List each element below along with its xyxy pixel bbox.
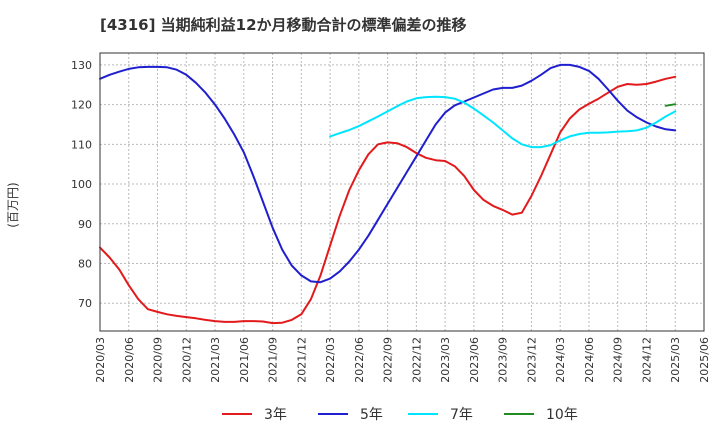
y-tick-label: 90 [78,218,92,231]
y-tick-label: 80 [78,257,92,270]
x-tick-label: 2025/06 [698,337,711,383]
legend-label: 3年 [264,407,287,423]
x-tick-label: 2021/03 [209,337,222,383]
y-tick-label: 110 [71,138,92,151]
x-tick-label: 2023/03 [439,337,452,383]
legend-label: 5年 [360,407,383,423]
y-axis: 70 80 90 100 110 120 130 [71,59,92,310]
x-tick-label: 2023/12 [525,337,538,383]
y-tick-label: 130 [71,59,92,72]
y-tick-label: 120 [71,99,92,112]
x-axis: 2020/03 2020/06 2020/09 2020/12 2021/03 2021/… [94,337,711,383]
x-tick-label: 2023/06 [468,337,481,383]
x-tick-label: 2023/09 [497,337,510,383]
plot-area-frame [99,52,705,332]
y-tick-label: 100 [71,178,92,191]
x-tick-label: 2024/06 [583,337,596,383]
x-tick-label: 2021/12 [295,337,308,383]
x-tick-label: 2021/06 [238,337,251,383]
x-tick-label: 2022/03 [324,337,337,383]
y-tick-label: 70 [78,297,92,310]
x-tick-label: 2024/03 [554,337,567,383]
series-line-2 [99,63,677,284]
series-line-1 [99,75,677,325]
x-tick-label: 2025/03 [669,337,682,383]
series-line-3 [329,95,677,149]
x-tick-label: 2022/06 [353,337,366,383]
x-tick-label: 2020/03 [94,337,107,383]
y-axis-label: (百万円) [6,182,20,227]
x-tick-label: 2022/12 [410,337,423,383]
x-tick-label: 2024/12 [640,337,653,383]
legend: 3年 5年 7年 10年 [222,407,578,423]
x-tick-label: 2020/09 [152,337,165,383]
series-line-4 [664,103,677,107]
chart-title: [4316] 当期純利益12か月移動合計の標準偏差の推移 [100,16,467,34]
series-layer [99,63,677,325]
legend-label: 7年 [450,407,473,423]
legend-label: 10年 [546,407,578,423]
x-tick-label: 2022/09 [382,337,395,383]
x-tick-label: 2020/06 [123,337,136,383]
x-tick-label: 2020/12 [180,337,193,383]
x-tick-label: 2024/09 [612,337,625,383]
x-tick-label: 2021/09 [267,337,280,383]
